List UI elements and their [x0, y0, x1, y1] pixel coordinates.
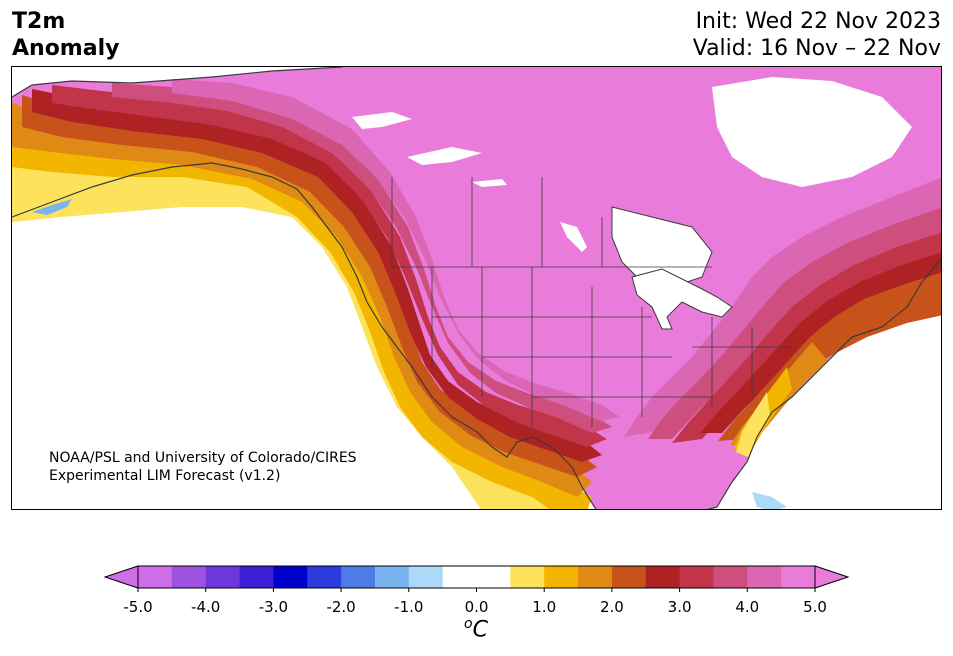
- colorbar-unit: oC: [464, 616, 488, 642]
- colorbar-tick-label: 4.0: [735, 598, 760, 616]
- political-boundaries: [391, 177, 792, 427]
- colorbar-swatch: [171, 566, 207, 588]
- great-slave-lake: [407, 147, 482, 165]
- colorbar-swatch: [781, 566, 816, 588]
- colorbar-swatch: [307, 566, 342, 588]
- map-title: T2m Anomaly: [12, 8, 119, 62]
- colorbar-under-arrow: [103, 565, 139, 589]
- band-red-west: [32, 89, 602, 462]
- colorbar: [103, 565, 850, 592]
- colorbar-swatch: [747, 566, 782, 588]
- valid-range: Valid: 16 Nov – 22 Nov: [692, 36, 941, 61]
- colorbar-swatch: [341, 566, 376, 588]
- lake-athabasca: [472, 179, 507, 187]
- title-line-1: T2m: [12, 9, 66, 34]
- colorbar-swatch: [611, 566, 647, 588]
- colorbar-tick-label: 1.0: [532, 598, 557, 616]
- colorbar-swatch: [713, 566, 748, 588]
- band-yellow-east: [736, 392, 770, 457]
- colorbar-swatch: [138, 566, 173, 588]
- great-lakes: [631, 268, 733, 330]
- colorbar-swatch: [578, 566, 613, 588]
- colorbar-swatch: [442, 566, 477, 588]
- colorbar-tick-label: 3.0: [667, 598, 692, 616]
- colorbar-swatch: [645, 566, 681, 588]
- colorbar-tick-label: 0.0: [464, 598, 489, 616]
- colorbar-swatch: [510, 566, 545, 588]
- greenland-area: [712, 77, 912, 187]
- colorbar-swatch: [239, 566, 274, 588]
- colorbar-tick-label: -2.0: [326, 598, 356, 616]
- credit-text: NOAA/PSL and University of Colorado/CIRE…: [49, 449, 357, 485]
- coastline: [12, 67, 941, 509]
- colorbar-tick-label: 5.0: [803, 598, 827, 616]
- lake-winnipeg: [560, 222, 587, 252]
- title-line-2: Anomaly: [12, 36, 120, 61]
- colorbar-swatch: [408, 566, 444, 588]
- colorbar-tick-label: -3.0: [258, 598, 289, 616]
- init-date: Init: Wed 22 Nov 2023: [695, 9, 941, 34]
- colorbar-over-arrow: [814, 565, 850, 589]
- credit-line-2: Experimental LIM Forecast (v1.2): [49, 468, 281, 484]
- unit-degree: o: [464, 616, 473, 632]
- colorbar-swatch: [273, 566, 308, 588]
- caribbean-cool-patch: [752, 492, 787, 509]
- great-bear-lake: [352, 112, 412, 129]
- colorbar-swatch: [679, 566, 714, 588]
- colorbar-tick-label: 2.0: [599, 598, 624, 616]
- unit-celsius: C: [472, 617, 488, 643]
- band-crimson-west: [52, 85, 607, 447]
- credit-line-1: NOAA/PSL and University of Colorado/CIRE…: [49, 450, 357, 466]
- colorbar-tick-label: -5.0: [123, 598, 153, 616]
- anomaly-map: [11, 66, 942, 510]
- map-svg: [12, 67, 941, 509]
- date-info: Init: Wed 22 Nov 2023 Valid: 16 Nov – 22…: [693, 8, 941, 62]
- colorbar-swatch: [205, 566, 241, 588]
- colorbar-tick-label: -4.0: [191, 598, 221, 616]
- alaska-cool-patch: [32, 199, 72, 215]
- colorbar-swatch: [544, 566, 579, 588]
- colorbar-tick-label: -1.0: [394, 598, 424, 616]
- colorbar-swatch: [374, 566, 410, 588]
- colorbar-swatch: [476, 566, 511, 588]
